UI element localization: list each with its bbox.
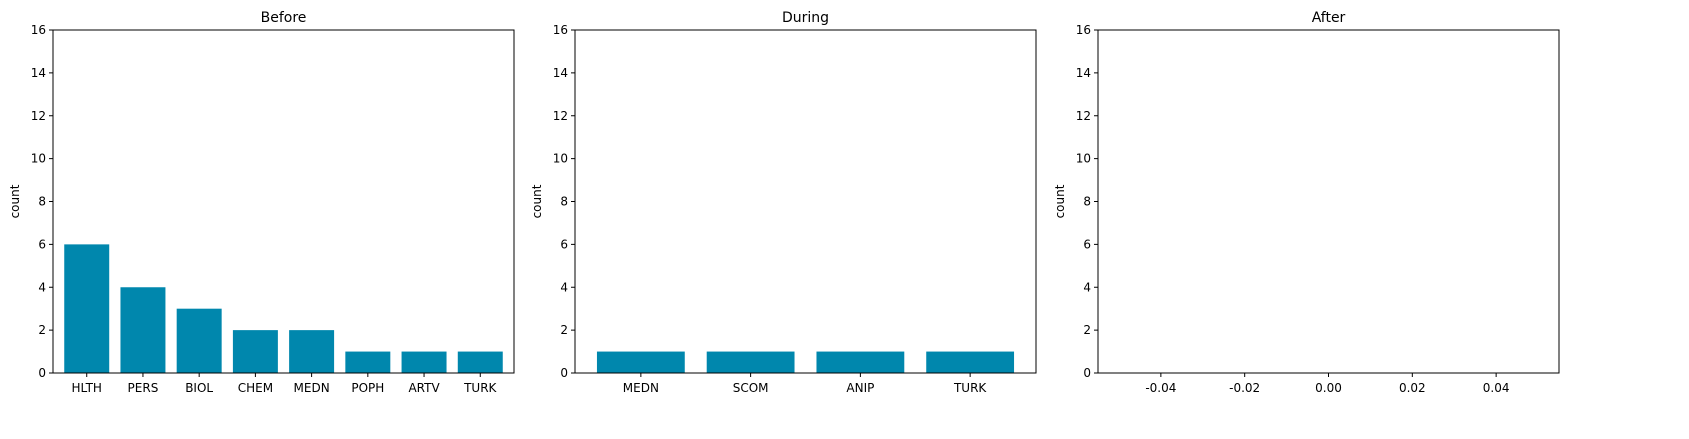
y-tick-label: 2 bbox=[560, 323, 568, 337]
y-tick-label: 12 bbox=[31, 109, 46, 123]
y-axis-label: count bbox=[530, 184, 544, 218]
x-tick-label: SCOM bbox=[733, 381, 769, 395]
y-tick-label: 8 bbox=[38, 195, 46, 209]
y-axis-label: count bbox=[1053, 184, 1067, 218]
y-tick-label: 16 bbox=[1076, 23, 1091, 37]
x-tick-label: 0.00 bbox=[1315, 381, 1342, 395]
bar bbox=[345, 351, 391, 373]
y-tick-label: 8 bbox=[1083, 195, 1091, 209]
y-tick-label: 6 bbox=[560, 237, 568, 251]
x-tick-label: HLTH bbox=[72, 381, 102, 395]
y-tick-label: 2 bbox=[38, 323, 46, 337]
y-tick-label: 4 bbox=[1083, 280, 1091, 294]
axes-frame bbox=[574, 29, 1037, 374]
y-tick-label: 14 bbox=[1076, 66, 1091, 80]
bar bbox=[64, 244, 110, 373]
y-tick-label: 4 bbox=[38, 280, 46, 294]
bar bbox=[926, 351, 1015, 373]
y-tick-label: 0 bbox=[1083, 366, 1091, 380]
axes-frame bbox=[1097, 29, 1560, 374]
y-tick-label: 12 bbox=[1076, 109, 1091, 123]
bar bbox=[120, 287, 166, 373]
y-tick-label: 6 bbox=[38, 237, 46, 251]
y-tick-label: 10 bbox=[553, 152, 568, 166]
x-tick-label: MEDN bbox=[294, 381, 330, 395]
x-tick-label: 0.02 bbox=[1399, 381, 1426, 395]
bar bbox=[457, 351, 503, 373]
x-tick-label: TURK bbox=[953, 381, 987, 395]
x-tick-label: -0.04 bbox=[1145, 381, 1176, 395]
bar bbox=[596, 351, 685, 373]
x-tick-label: MEDN bbox=[623, 381, 659, 395]
y-axis-label: count bbox=[8, 184, 22, 218]
subplot-title: Before bbox=[261, 10, 307, 26]
x-tick-label: ANIP bbox=[846, 381, 874, 395]
y-tick-label: 16 bbox=[553, 23, 568, 37]
y-tick-label: 12 bbox=[553, 109, 568, 123]
y-tick-label: 10 bbox=[31, 152, 46, 166]
y-tick-label: 14 bbox=[553, 66, 568, 80]
x-tick-label: TURK bbox=[463, 381, 497, 395]
subplot-title: After bbox=[1312, 10, 1346, 26]
y-tick-label: 4 bbox=[560, 280, 568, 294]
y-tick-label: 0 bbox=[560, 366, 568, 380]
subplot-title: During bbox=[782, 10, 829, 26]
y-tick-label: 16 bbox=[31, 23, 46, 37]
bar bbox=[289, 330, 335, 373]
x-tick-label: ARTV bbox=[408, 381, 440, 395]
bar bbox=[706, 351, 795, 373]
y-tick-label: 2 bbox=[1083, 323, 1091, 337]
subplot-during: During count 0 2 4 6 8 10 12 14 16 MEDN SCOM ANIP TURK bbox=[530, 10, 1037, 395]
subplot-before: Before count 0 2 4 6 8 10 12 14 16 HLTH PERS BIOL CHEM… bbox=[8, 10, 515, 395]
bar bbox=[816, 351, 905, 373]
y-tick-label: 6 bbox=[1083, 237, 1091, 251]
bar bbox=[232, 330, 278, 373]
y-tick-label: 0 bbox=[38, 366, 46, 380]
subplot-after: After count 0 2 4 6 8 10 12 14 16 -0.04 -0.02 0.00 0.0… bbox=[1053, 10, 1560, 395]
x-tick-label: PERS bbox=[128, 381, 159, 395]
x-tick-label: 0.04 bbox=[1483, 381, 1510, 395]
y-tick-label: 10 bbox=[1076, 152, 1091, 166]
axes-frame bbox=[52, 29, 515, 374]
bar bbox=[176, 308, 222, 373]
x-tick-label: BIOL bbox=[185, 381, 213, 395]
x-tick-label: -0.02 bbox=[1229, 381, 1260, 395]
bar bbox=[401, 351, 447, 373]
x-tick-label: POPH bbox=[351, 381, 384, 395]
x-tick-label: CHEM bbox=[238, 381, 273, 395]
y-tick-label: 8 bbox=[560, 195, 568, 209]
y-tick-label: 14 bbox=[31, 66, 46, 80]
